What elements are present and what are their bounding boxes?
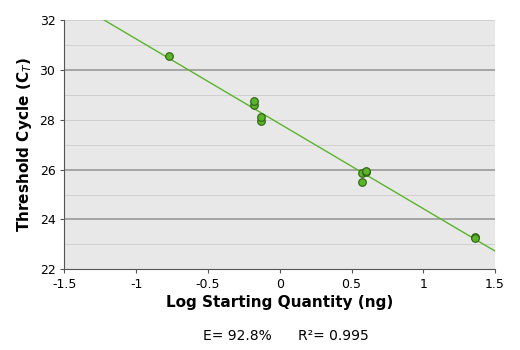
Point <box>165 53 173 59</box>
Point <box>250 102 258 107</box>
Y-axis label: Threshold Cycle (C$_T$): Threshold Cycle (C$_T$) <box>15 57 34 232</box>
Point <box>471 234 479 240</box>
Point <box>357 170 366 176</box>
Point <box>250 98 258 104</box>
Point <box>362 168 370 174</box>
Point <box>471 235 479 241</box>
Point <box>357 179 366 185</box>
Point <box>257 118 265 124</box>
X-axis label: Log Starting Quantity (ng): Log Starting Quantity (ng) <box>166 295 394 310</box>
Point <box>257 114 265 120</box>
Text: E= 92.8%      R²= 0.995: E= 92.8% R²= 0.995 <box>203 329 369 343</box>
Point <box>362 169 370 175</box>
